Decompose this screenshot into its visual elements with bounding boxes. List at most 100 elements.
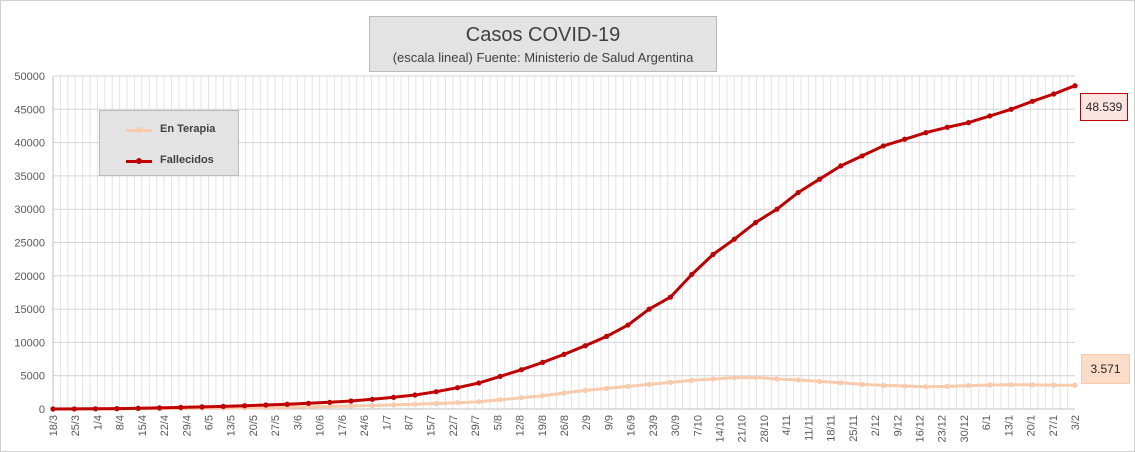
data-point-fallecidos [880,143,886,149]
data-point-fallecidos [774,206,780,212]
legend: En Terapia Fallecidos [99,110,239,176]
data-point-fallecidos [603,333,610,340]
y-tick-label: 40000 [14,138,45,150]
x-tick-label: 2/9 [581,415,593,430]
data-point-en-terapia [412,401,418,407]
data-point-en-terapia [476,399,482,405]
end-label-fallecidos: 48.539 [1080,93,1128,121]
data-point-en-terapia [987,382,993,388]
y-tick-label: 10000 [14,337,45,349]
data-point-en-terapia [646,381,652,387]
x-tick-label: 16/9 [626,415,638,436]
x-tick-label: 27/5 [270,415,282,436]
data-point-en-terapia [880,382,886,388]
data-point-fallecidos [242,403,248,409]
data-point-fallecidos [540,359,546,365]
data-point-en-terapia [1008,382,1014,388]
legend-label-fallecidos: Fallecidos [160,154,214,166]
data-point-fallecidos [199,404,205,410]
x-tick-label: 6/1 [981,415,993,430]
data-point-fallecidos [454,385,461,391]
x-tick-label: 17/6 [337,415,349,436]
data-point-fallecidos [50,406,56,412]
data-point-en-terapia [582,387,588,393]
data-point-fallecidos [369,396,375,402]
legend-marker-en-terapia [136,127,142,133]
data-point-en-terapia [731,375,737,381]
x-tick-label: 1/7 [381,415,393,430]
x-tick-label: 2/12 [870,415,882,436]
data-point-fallecidos [1029,98,1036,104]
x-tick-label: 28/10 [759,415,771,443]
data-point-en-terapia [902,383,908,389]
data-point-fallecidos [433,389,439,395]
data-point-fallecidos [902,136,908,142]
x-tick-label: 9/12 [892,415,904,436]
data-point-en-terapia [561,390,567,396]
data-point-fallecidos [561,351,567,357]
x-tick-label: 15/4 [137,415,149,436]
x-tick-label: 15/7 [426,415,438,436]
x-tick-label: 22/7 [448,415,460,436]
data-point-fallecidos [156,405,163,411]
data-point-fallecidos [582,343,588,349]
y-tick-label: 25000 [14,238,45,250]
data-point-fallecidos [923,130,929,136]
data-point-fallecidos [391,394,397,400]
data-point-en-terapia [774,376,780,382]
data-point-fallecidos [838,163,844,169]
x-tick-label: 20/5 [248,415,260,436]
x-tick-label: 27/1 [1048,415,1060,436]
data-point-fallecidos [71,406,77,412]
data-point-fallecidos [987,113,993,119]
data-point-fallecidos [731,236,737,242]
x-tick-label: 13/1 [1003,415,1015,436]
data-point-fallecidos [135,405,141,411]
data-point-en-terapia [965,382,972,389]
data-point-en-terapia [540,393,546,399]
y-tick-label: 50000 [14,71,45,83]
x-tick-label: 8/7 [403,415,415,430]
x-tick-label: 6/5 [204,415,216,430]
x-tick-label: 14/10 [715,415,727,443]
x-tick-label: 16/12 [914,415,926,443]
data-point-fallecidos [625,322,631,328]
data-point-fallecidos [1008,106,1014,112]
data-point-en-terapia [327,403,333,410]
data-point-en-terapia [497,397,503,403]
data-point-fallecidos [178,404,184,411]
x-tick-label: 29/4 [181,415,193,436]
data-point-fallecidos [646,306,652,312]
x-tick-label: 30/9 [670,415,682,436]
x-tick-label: 4/11 [781,415,793,436]
data-point-fallecidos [710,251,716,258]
data-point-en-terapia [710,376,716,382]
y-tick-label: 20000 [14,271,45,283]
data-point-en-terapia [816,378,823,384]
x-tick-label: 5/8 [492,415,504,430]
x-tick-label: 23/12 [937,415,949,443]
data-point-en-terapia [1029,382,1036,388]
y-tick-label: 0 [39,404,45,416]
x-tick-label: 29/7 [470,415,482,436]
chart-title: Casos COVID-19 [465,24,621,46]
x-tick-label: 8/4 [115,415,127,430]
data-point-fallecidos [92,406,99,412]
data-point-en-terapia [944,383,950,389]
data-point-fallecidos [327,399,333,405]
data-point-fallecidos [497,373,503,379]
data-point-fallecidos [412,392,418,398]
y-tick-label: 35000 [14,171,45,183]
data-point-fallecidos [816,176,823,182]
data-point-fallecidos [305,400,312,406]
data-point-fallecidos [689,271,695,278]
data-point-en-terapia [433,400,439,407]
data-point-fallecidos [859,153,865,159]
y-tick-label: 45000 [14,104,45,116]
data-point-en-terapia [859,381,865,387]
x-tick-label: 25/3 [70,415,82,436]
data-point-fallecidos [263,402,269,408]
data-point-fallecidos [1051,91,1057,97]
x-tick-label: 24/6 [359,415,371,436]
data-point-en-terapia [348,403,354,409]
